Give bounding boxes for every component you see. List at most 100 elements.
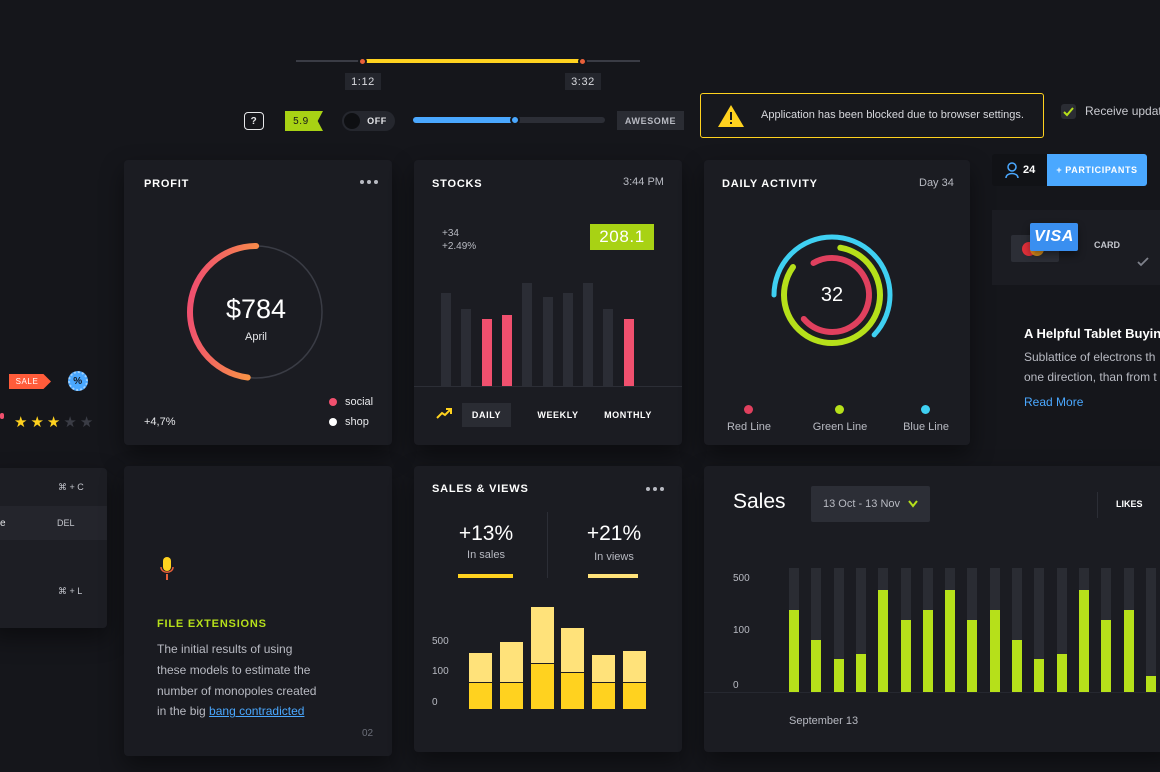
stocks-chart	[414, 160, 682, 388]
file-extensions-card: FILE EXTENSIONS The initial results of u…	[124, 466, 392, 756]
file-ext-line-4-text: in the big	[157, 704, 210, 718]
sales-label: In sales	[467, 549, 505, 561]
participants-widget: 24 + PARTICIPANTS	[992, 154, 1147, 186]
likes-divider	[1097, 492, 1098, 518]
sales-bar-track	[1145, 568, 1156, 692]
tab-daily[interactable]: DAILY	[462, 403, 511, 427]
more-icon[interactable]	[360, 180, 378, 184]
stocks-bar	[542, 297, 553, 386]
sv-ytick-100: 100	[432, 666, 449, 677]
page-number: 02	[362, 728, 374, 739]
user-icon	[1005, 162, 1019, 178]
stocks-price: 208.1	[590, 224, 654, 250]
receive-checkbox[interactable]	[1061, 104, 1076, 119]
file-ext-line-4: in the big bang contradicted	[157, 704, 304, 718]
stocks-bar	[623, 318, 634, 386]
article-line-1: Sublattice of electrons th	[1024, 350, 1156, 364]
sales-views-title: SALES & VIEWS	[432, 483, 529, 495]
microphone-icon	[160, 557, 174, 580]
sales-bar	[1012, 640, 1022, 692]
green-ring	[781, 244, 883, 347]
more-icon[interactable]	[646, 487, 664, 491]
profit-amount: $784	[225, 294, 287, 324]
sales-bar	[499, 682, 523, 709]
sales-bar	[878, 589, 889, 692]
profit-arc	[187, 243, 325, 381]
range-handle-start[interactable]	[358, 57, 367, 66]
activity-title: DAILY ACTIVITY	[722, 178, 818, 190]
sales-bar	[592, 682, 616, 709]
visa-icon: VISA	[1030, 223, 1078, 251]
shortcut-delete[interactable]: DEL	[57, 518, 75, 528]
stocks-delta-abs: +34	[442, 228, 459, 239]
views-bar	[530, 606, 554, 663]
article-line-2: one direction, than from t	[1024, 370, 1157, 384]
sales-bar	[1034, 659, 1045, 692]
sales-bar	[855, 654, 866, 692]
sales-bar	[833, 659, 844, 692]
star-icon[interactable]: ★	[14, 414, 28, 431]
likes-button[interactable]: LIKES	[1116, 499, 1143, 509]
stocks-bar	[501, 315, 512, 386]
views-label: In views	[594, 551, 634, 563]
profit-ring	[187, 243, 325, 381]
alert-banner: Application has been blocked due to brow…	[700, 93, 1044, 138]
menu-item-label[interactable]: e	[0, 518, 6, 529]
sales-bar-track	[1012, 568, 1022, 692]
legend-blue-line: Blue Line	[903, 421, 949, 433]
shop-dot	[329, 418, 337, 426]
card-selector[interactable]: VISA CARD	[992, 210, 1160, 285]
sale-tag: SALE	[9, 374, 51, 389]
participants-count: 24	[1023, 164, 1036, 176]
star-icon[interactable]: ★	[46, 414, 61, 431]
tab-monthly[interactable]: MONTHLY	[604, 410, 652, 420]
off-toggle[interactable]: OFF	[342, 111, 395, 131]
views-bar	[623, 651, 646, 682]
rating-flag: 5.9	[285, 111, 323, 131]
sales-ytick-0: 0	[733, 680, 739, 691]
range-fill	[362, 59, 582, 63]
sales-chart	[704, 466, 1160, 752]
sales-bar	[469, 682, 492, 709]
date-range-select[interactable]: 13 Oct - 13 Nov	[811, 486, 930, 522]
date-range-value: 13 Oct - 13 Nov	[823, 498, 901, 510]
sv-ytick-0: 0	[432, 697, 438, 708]
shortcut-copy[interactable]: ⌘ + C	[58, 482, 84, 492]
sales-views-chart	[414, 466, 682, 752]
chevron-down-icon	[908, 500, 918, 508]
discount-badge: %	[68, 371, 88, 391]
sales-views-card: SALES & VIEWS +13% In sales +21% In view…	[414, 466, 682, 752]
shortcut-lock[interactable]: ⌘ + L	[58, 586, 83, 596]
check-icon	[1063, 107, 1074, 117]
file-ext-line-3: number of monopoles created	[157, 684, 317, 698]
stocks-bar	[603, 309, 614, 386]
red-line-dot	[744, 405, 753, 414]
help-button[interactable]: ?	[244, 112, 264, 130]
red-dot	[0, 413, 4, 419]
tab-weekly[interactable]: WEEKLY	[537, 410, 579, 420]
awesome-button[interactable]: AWESOME	[617, 111, 684, 130]
slider-fill	[413, 117, 515, 123]
star-rating[interactable]: ★ ★ ★ ★ ★	[14, 415, 93, 430]
red-ring	[792, 255, 872, 335]
star-icon[interactable]: ★	[63, 414, 77, 431]
sales-bar-track	[1034, 568, 1045, 692]
range-slider[interactable]	[296, 56, 640, 66]
receive-label: Receive updat	[1085, 104, 1160, 118]
add-participants-button[interactable]: + PARTICIPANTS	[1047, 154, 1147, 186]
stat-divider	[547, 512, 548, 578]
star-icon[interactable]: ★	[30, 414, 44, 431]
star-icon[interactable]: ★	[79, 414, 94, 431]
sales-bar	[561, 672, 585, 709]
warning-icon	[718, 105, 744, 127]
slider-handle[interactable]	[509, 115, 520, 125]
stocks-bar	[562, 292, 573, 386]
bang-link[interactable]: bang contradicted	[209, 704, 305, 718]
sales-bar	[989, 609, 1000, 692]
file-ext-line-2: these models to estimate the	[157, 663, 311, 677]
range-handle-end[interactable]	[578, 57, 587, 66]
sales-ytick-100: 100	[733, 625, 750, 636]
volume-slider[interactable]	[413, 115, 605, 125]
activity-day: Day 34	[919, 177, 954, 189]
read-more-link[interactable]: Read More	[1024, 395, 1084, 409]
